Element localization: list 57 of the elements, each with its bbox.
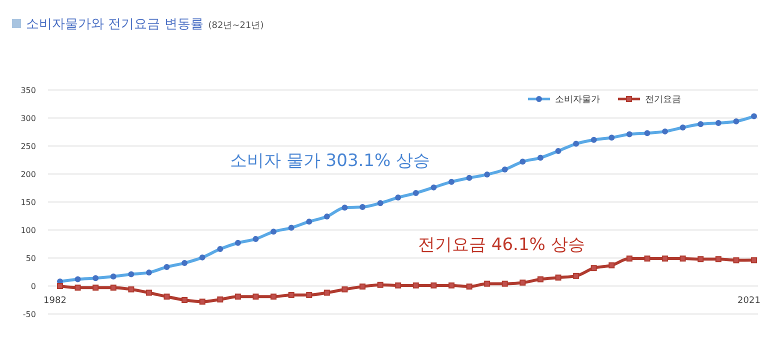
point [252,294,259,300]
point [146,290,152,296]
point [715,256,722,262]
point [199,298,206,305]
point [698,256,704,262]
point [377,282,384,288]
point [324,290,330,296]
point [448,282,454,288]
point [662,256,668,262]
point [502,280,508,287]
point [395,282,402,288]
y-tick-label: 0 [30,282,36,291]
point [644,256,650,262]
point [608,262,615,268]
point [537,276,544,282]
point [555,274,562,281]
y-tick-label: 350 [20,86,36,95]
point [590,265,597,272]
y-tick-label: -50 [22,310,36,319]
point [412,282,419,288]
point [234,294,241,300]
point [466,284,472,290]
annotation: 소비자 물가 303.1% 상승 [230,151,430,171]
point [573,272,580,279]
y-tick-label: 100 [20,226,36,235]
point [626,256,632,262]
point [360,284,366,290]
point [484,280,490,287]
point [733,257,740,264]
point [182,297,188,303]
x-tick-label: 1982 [44,296,66,306]
legend-label: 전기요금 [645,95,681,105]
legend-label: 소비자물가 [555,95,600,105]
point [520,280,526,286]
point [430,282,437,288]
point [270,294,277,300]
point [306,292,312,298]
point [128,286,134,292]
point [288,292,294,298]
annotation: 전기요금 46.1% 상승 [418,235,585,255]
point [92,284,99,291]
point [164,294,170,300]
x-tick-label: 2021 [738,296,760,306]
point [110,284,116,291]
point [74,284,81,291]
point [217,296,224,302]
point [57,283,63,289]
y-tick-label: 300 [20,114,36,123]
y-tick-label: 250 [20,142,36,151]
chart-title: 소비자물가와 전기요금 변동률 [26,17,204,32]
y-tick-label: 150 [20,198,36,207]
y-tick-label: 50 [26,254,36,263]
point [680,256,686,262]
point [751,257,757,264]
point [342,286,348,292]
y-tick-label: 200 [20,170,36,179]
chart-subtitle: (82년~21년) [208,21,264,31]
